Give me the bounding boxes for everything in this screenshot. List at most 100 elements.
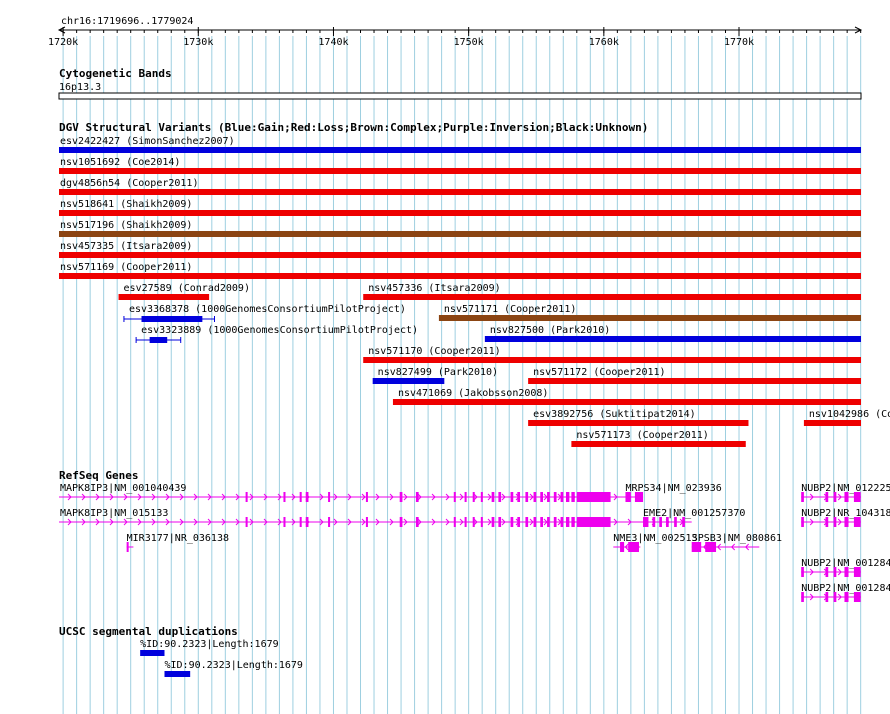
gene-exon xyxy=(682,517,685,527)
variant-feature: nsv1051692 (Coe2014) xyxy=(59,157,861,174)
variant-feature: nsv827499 (Park2010) xyxy=(372,367,498,384)
variant-feature: nsv457336 (Itsara2009) xyxy=(363,283,861,300)
gene-strand-arrow xyxy=(235,518,240,526)
variant-bar xyxy=(528,420,749,426)
ruler-tick-label: 1740k xyxy=(318,37,348,48)
variant-bar xyxy=(438,315,861,321)
gene-strand-arrow xyxy=(543,493,548,501)
variant-feature: esv3323889 (1000GenomesConsortiumPilotPr… xyxy=(135,325,418,343)
gene-exon xyxy=(480,492,483,502)
gene-exon xyxy=(620,542,625,552)
gene-label: NME3|NM_002513 xyxy=(613,533,697,544)
gene-strand-arrow xyxy=(809,493,814,501)
variant-block xyxy=(149,337,168,343)
gene-strand-arrow xyxy=(221,493,226,501)
gene-exon xyxy=(801,592,804,602)
gene-exon xyxy=(705,542,717,552)
gene-strand-arrow xyxy=(487,493,492,501)
gene-exon xyxy=(283,492,286,502)
track-cytogenetic-bands: Cytogenetic Bands 16p13.3 xyxy=(58,67,862,100)
gene-exon xyxy=(491,492,495,502)
gene-label: MIR3177|NR_036138 xyxy=(127,533,229,544)
segdup-feature: %ID:90.2323|Length:1679 xyxy=(164,660,303,677)
gene-strand-arrow xyxy=(235,493,240,501)
variant-feature: nsv571169 (Cooper2011) xyxy=(59,262,861,279)
gene-exon xyxy=(547,492,550,502)
variant-bar xyxy=(59,168,861,174)
gene-strand-arrow xyxy=(716,543,722,551)
gene-strand-arrow xyxy=(193,518,198,526)
variant-bar xyxy=(59,189,861,195)
gene-label: MAPK8IP3|NM_001040439 xyxy=(60,483,186,494)
gene-strand-arrow xyxy=(221,518,226,526)
gene-strand-arrow xyxy=(95,518,100,526)
variant-feature: nsv471069 (Jakobsson2008) xyxy=(392,388,861,405)
gene-strand-arrow xyxy=(151,493,156,501)
gene-strand-arrow xyxy=(207,493,212,501)
variant-feature: esv27589 (Conrad2009) xyxy=(118,283,250,300)
gene-strand-arrow xyxy=(207,518,212,526)
gene-exon xyxy=(628,542,639,552)
gene-strand-arrow xyxy=(837,518,842,526)
variant-label: nsv827500 (Park2010) xyxy=(490,325,610,336)
gene-exon xyxy=(833,517,837,527)
gene-exon xyxy=(305,517,309,527)
variant-feature: nsv517196 (Shaikh2009) xyxy=(59,220,861,237)
gene-exon xyxy=(801,517,804,527)
gene-exon xyxy=(659,517,662,527)
gene-exon xyxy=(853,517,861,527)
variant-feature: nsv518641 (Shaikh2009) xyxy=(59,199,861,216)
variant-bar xyxy=(59,210,861,216)
gene-strand-arrow xyxy=(67,493,72,501)
gene-label: EME2|NM_001257370 xyxy=(643,508,745,519)
variant-label: nsv1042986 (Coe xyxy=(809,409,890,420)
gene-exon xyxy=(625,492,631,502)
gene-exon xyxy=(328,492,331,502)
variant-block xyxy=(141,316,203,322)
segdup-bar xyxy=(164,671,191,677)
gene-strand-arrow xyxy=(249,518,254,526)
gene-exon xyxy=(245,492,248,502)
gene-exon xyxy=(833,492,837,502)
gene-strand-arrow xyxy=(109,493,114,501)
gene-strand-arrow xyxy=(613,518,618,526)
gene-strand-arrow xyxy=(319,518,324,526)
gene-strand-arrow xyxy=(179,493,184,501)
gene-strand-arrow xyxy=(137,518,142,526)
track-title: DGV Structural Variants (Blue:Gain;Red:L… xyxy=(59,121,648,134)
gene-strand-arrow xyxy=(333,493,338,501)
variant-feature: nsv571172 (Cooper2011) xyxy=(528,367,861,384)
gene-strand-arrow xyxy=(123,518,128,526)
gene-strand-arrow xyxy=(109,518,114,526)
gene-strand-arrow xyxy=(165,518,170,526)
gene-exon xyxy=(365,492,368,502)
gene-label: NUBP2|NM_001284501 xyxy=(801,583,890,594)
variant-feature: dgv4856n54 (Cooper2011) xyxy=(59,178,861,195)
gene-strand-arrow xyxy=(837,593,842,601)
variant-bar xyxy=(118,294,210,300)
gene-exon xyxy=(844,567,849,577)
segdup-bar xyxy=(140,650,165,656)
gene-exon xyxy=(245,517,248,527)
gene-feature: NME3|NM_002513 xyxy=(613,533,698,552)
gene-strand-arrow xyxy=(361,518,366,526)
variant-feature: nsv571173 (Cooper2011) xyxy=(571,430,746,447)
variant-label: nsv1051692 (Coe2014) xyxy=(60,157,180,168)
gene-exon xyxy=(576,517,611,527)
gene-strand-arrow xyxy=(277,518,282,526)
gene-exon xyxy=(453,492,456,502)
variant-bar xyxy=(571,441,746,447)
gene-exon xyxy=(540,492,544,502)
gene-strand-arrow xyxy=(67,518,72,526)
ruler-tick-label: 1770k xyxy=(724,37,754,48)
gene-strand-arrow xyxy=(277,493,282,501)
gene-exon xyxy=(547,517,550,527)
segdup-feature: %ID:90.2323|Length:1679 xyxy=(140,639,279,656)
gene-exon xyxy=(553,492,557,502)
gene-feature: NUBP2|NR_104318 xyxy=(801,508,890,527)
gene-exon xyxy=(801,492,804,502)
gene-strand-arrow xyxy=(431,493,436,501)
gene-feature: EME2|NM_001257370 xyxy=(643,508,745,527)
variant-label: esv3892756 (Suktitipat2014) xyxy=(533,409,696,420)
